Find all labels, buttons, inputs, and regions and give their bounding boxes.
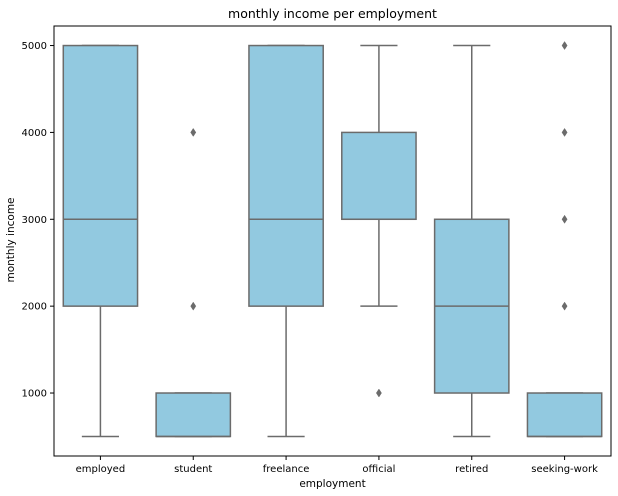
y-axis-label: monthly income: [5, 197, 17, 282]
outlier-point: [561, 127, 568, 137]
outlier-point: [190, 301, 197, 311]
outlier-point: [561, 41, 568, 51]
plot-area: 1000 2000 3000 4000 5000 employed student freel…: [22, 41, 603, 475]
y-tick-label: 4000: [22, 128, 47, 139]
box-student: [155, 392, 232, 438]
outlier-point: [190, 127, 197, 137]
x-tick-label: employed: [76, 464, 126, 475]
y-tick-label: 5000: [22, 41, 47, 52]
x-tick-label: official: [362, 464, 395, 475]
box-employed: [62, 44, 139, 307]
axes-frame: [53, 25, 612, 457]
x-axis-label: employment: [299, 478, 365, 490]
x-tick-label: student: [174, 464, 212, 475]
y-tick-label: 1000: [22, 389, 47, 400]
outlier-point: [376, 388, 382, 398]
chart-title: monthly income per employment: [228, 6, 437, 21]
x-tick-label: seeking-work: [531, 464, 598, 475]
x-tick-label: freelance: [263, 464, 310, 475]
outlier-point: [561, 214, 568, 224]
box-seeking-work: [526, 392, 603, 438]
y-tick-label: 3000: [22, 215, 47, 226]
y-tick-label: 2000: [22, 302, 47, 313]
outlier-point: [561, 301, 568, 311]
x-tick-label: retired: [455, 464, 488, 475]
box-freelance: [248, 44, 324, 307]
box-official: [341, 131, 417, 221]
